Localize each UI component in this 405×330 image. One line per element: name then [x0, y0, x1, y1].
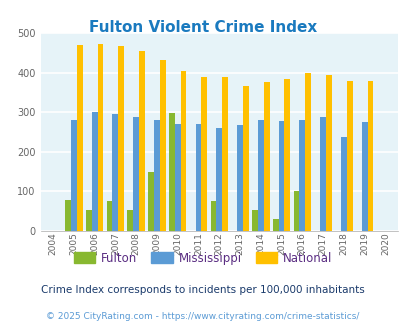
Bar	[97, 44, 103, 231]
Bar	[320, 117, 325, 231]
Bar	[180, 71, 186, 231]
Bar	[252, 211, 257, 231]
Bar	[201, 77, 207, 231]
Bar	[298, 120, 305, 231]
Text: © 2025 CityRating.com - https://www.cityrating.com/crime-statistics/: © 2025 CityRating.com - https://www.city…	[46, 312, 359, 321]
Bar	[127, 211, 133, 231]
Bar	[148, 172, 153, 231]
Bar	[367, 81, 373, 231]
Bar	[257, 120, 263, 231]
Bar	[71, 120, 77, 231]
Bar	[112, 114, 118, 231]
Bar	[263, 82, 269, 231]
Text: Crime Index corresponds to incidents per 100,000 inhabitants: Crime Index corresponds to incidents per…	[41, 285, 364, 295]
Bar	[77, 45, 82, 231]
Bar	[242, 86, 248, 231]
Bar	[346, 81, 352, 231]
Bar	[340, 137, 346, 231]
Bar	[278, 121, 284, 231]
Bar	[305, 73, 310, 231]
Legend: Fulton, Mississippi, National: Fulton, Mississippi, National	[69, 247, 336, 269]
Bar	[86, 211, 92, 231]
Bar	[222, 77, 227, 231]
Bar	[216, 128, 222, 231]
Bar	[361, 122, 367, 231]
Bar	[272, 219, 278, 231]
Bar	[92, 112, 97, 231]
Bar	[237, 125, 242, 231]
Bar	[133, 117, 139, 231]
Bar	[168, 113, 175, 231]
Text: Fulton Violent Crime Index: Fulton Violent Crime Index	[89, 20, 316, 35]
Bar	[65, 200, 71, 231]
Bar	[195, 124, 201, 231]
Bar	[210, 201, 216, 231]
Bar	[284, 79, 290, 231]
Bar	[175, 124, 180, 231]
Bar	[118, 46, 124, 231]
Bar	[107, 201, 112, 231]
Bar	[139, 51, 145, 231]
Bar	[153, 120, 160, 231]
Bar	[160, 60, 165, 231]
Bar	[293, 191, 298, 231]
Bar	[325, 75, 331, 231]
